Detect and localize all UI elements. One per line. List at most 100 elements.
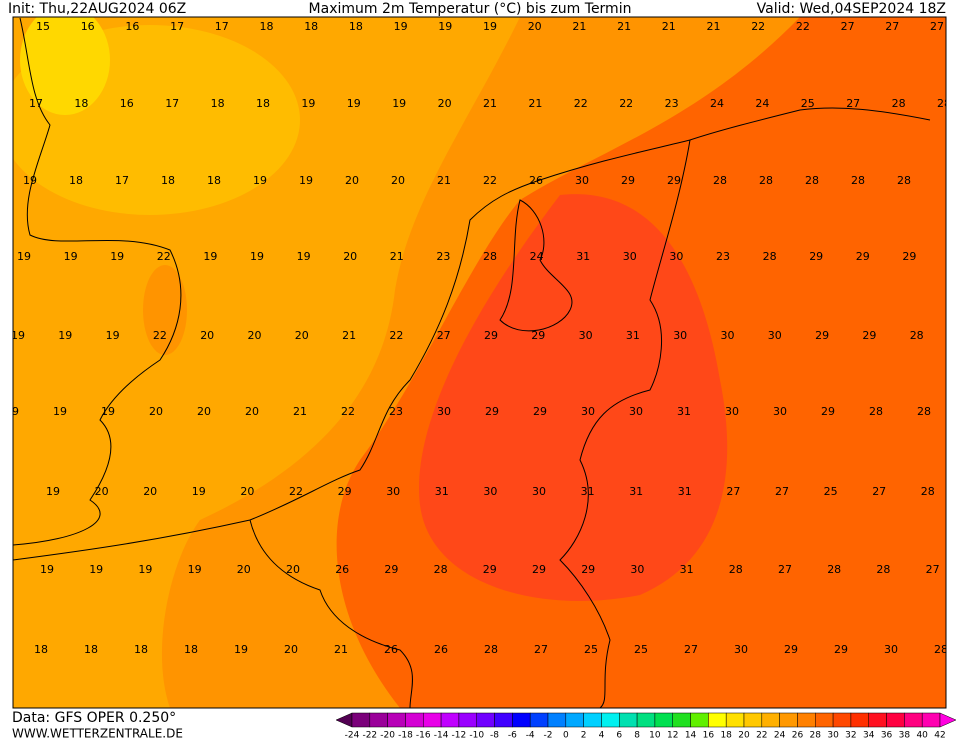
temperature-value: 18 <box>184 643 198 656</box>
colorbar-tick-label: 42 <box>934 731 945 741</box>
temperature-value: 27 <box>846 97 860 110</box>
temperature-value: 20 <box>438 97 452 110</box>
temperature-value: 19 <box>58 329 72 342</box>
colorbar-cell <box>636 712 656 728</box>
colorbar-tick-label: -4 <box>526 731 535 741</box>
temperature-value: 18 <box>134 643 148 656</box>
colorbar-tick-label: 26 <box>792 731 804 741</box>
colorbar-tick-label: 30 <box>827 731 839 741</box>
temperature-value: 28 <box>917 405 931 418</box>
colorbar-cell <box>725 712 745 728</box>
colorbar-tick-label: 24 <box>774 731 786 741</box>
temperature-value: 20 <box>284 643 298 656</box>
temperature-value: 31 <box>677 405 691 418</box>
temperature-value: 30 <box>532 485 546 498</box>
temperature-value: 30 <box>623 250 637 263</box>
temperature-value: 29 <box>834 643 848 656</box>
temperature-value: 19 <box>17 250 31 263</box>
temperature-value: 27 <box>885 20 899 33</box>
colorbar-cell <box>369 712 388 728</box>
colorbar-cell <box>565 712 584 728</box>
temperature-value: 28 <box>897 174 911 187</box>
temperature-value: 20 <box>528 20 542 33</box>
temperature-value: 19 <box>110 250 124 263</box>
temperature-value: 19 <box>203 250 217 263</box>
temperature-value: 23 <box>389 405 403 418</box>
colorbar-tick-label: -18 <box>398 731 413 741</box>
data-source: Data: GFS OPER 0.250° <box>12 710 176 726</box>
temperature-value: 27 <box>778 563 792 576</box>
temperature-value: 16 <box>120 97 134 110</box>
colorbar-tick-label: 18 <box>720 731 732 741</box>
temperature-value: 22 <box>796 20 810 33</box>
temperature-value: 29 <box>338 485 352 498</box>
temperature-value: 21 <box>483 97 497 110</box>
colorbar-tick-label: 22 <box>756 731 767 741</box>
temperature-value: 18 <box>211 97 225 110</box>
temperature-value: 19 <box>253 174 267 187</box>
temperature-value: 17 <box>29 97 43 110</box>
colorbar-cell <box>440 712 460 728</box>
temperature-value: 28 <box>869 405 883 418</box>
temperature-value: 27 <box>872 485 886 498</box>
temperature-value: 20 <box>200 329 214 342</box>
temperature-value: 21 <box>293 405 307 418</box>
temperature-value: 20 <box>240 485 254 498</box>
colorbar-tick-label: 36 <box>881 731 893 741</box>
temperature-value: 18 <box>69 174 83 187</box>
temperature-value: 26 <box>434 643 448 656</box>
temperature-value: 19 <box>392 97 406 110</box>
temperature-value: 25 <box>801 97 815 110</box>
temperature-value: 19 <box>53 405 67 418</box>
temperature-value: 29 <box>821 405 835 418</box>
colorbar-cell <box>868 712 887 728</box>
temperature-value: 19 <box>138 563 152 576</box>
temperature-value: 29 <box>483 563 497 576</box>
temperature-value: 30 <box>437 405 451 418</box>
temperature-value: 28 <box>434 563 448 576</box>
temperature-value: 19 <box>5 405 19 418</box>
temperature-value: 21 <box>662 20 676 33</box>
temperature-value: 20 <box>95 485 109 498</box>
value-labels: 15 16 16 17 17 18 18 18 19 19 19 20 21 21 21 21 22 22 27 27… <box>5 20 946 656</box>
colorbar-tick-label: -14 <box>434 731 449 741</box>
temperature-value: 17 <box>115 174 129 187</box>
temperature-value: 19 <box>192 485 206 498</box>
temperature-value: 22 <box>153 329 167 342</box>
temperature-value: 21 <box>617 20 631 33</box>
temperature-value: 18 <box>349 20 363 33</box>
colorbar-cell <box>494 712 513 728</box>
temperature-value: 19 <box>438 20 452 33</box>
temperature-value: 17 <box>170 20 184 33</box>
temperature-value: 30 <box>483 485 497 498</box>
colorbar-tick-label: -16 <box>416 731 431 741</box>
temperature-value: 22 <box>389 329 403 342</box>
colorbar-cell <box>654 712 673 728</box>
temperature-value: 23 <box>716 250 730 263</box>
temperature-value: 31 <box>626 329 640 342</box>
temperature-value: 19 <box>188 563 202 576</box>
temperature-value: 28 <box>713 174 727 187</box>
temperature-value: 22 <box>751 20 765 33</box>
temperature-value: 27 <box>926 563 940 576</box>
colorbar-cell <box>832 712 852 728</box>
colorbar-cell <box>779 712 798 728</box>
site-url: WWW.WETTERZENTRALE.DE <box>12 727 183 741</box>
colorbar-tick-label: 10 <box>649 731 661 741</box>
temperature-value: 22 <box>619 97 633 110</box>
colorbar-tick-label: 6 <box>616 731 622 741</box>
colorbar-arrow-low <box>335 712 353 728</box>
temperature-value: 18 <box>74 97 88 110</box>
temperature-value: 28 <box>921 485 935 498</box>
temperature-value: 20 <box>343 250 357 263</box>
colorbar-tick-label: -24 <box>345 731 360 741</box>
temperature-value: 28 <box>763 250 777 263</box>
temperature-value: 28 <box>876 563 890 576</box>
temperature-value: 29 <box>667 174 681 187</box>
temperature-value: 29 <box>531 329 545 342</box>
temperature-value: 28 <box>805 174 819 187</box>
colorbar-tick-label: 28 <box>810 731 822 741</box>
temperature-value: 30 <box>579 329 593 342</box>
temperature-value: 22 <box>574 97 588 110</box>
temperature-value: 31 <box>678 485 692 498</box>
